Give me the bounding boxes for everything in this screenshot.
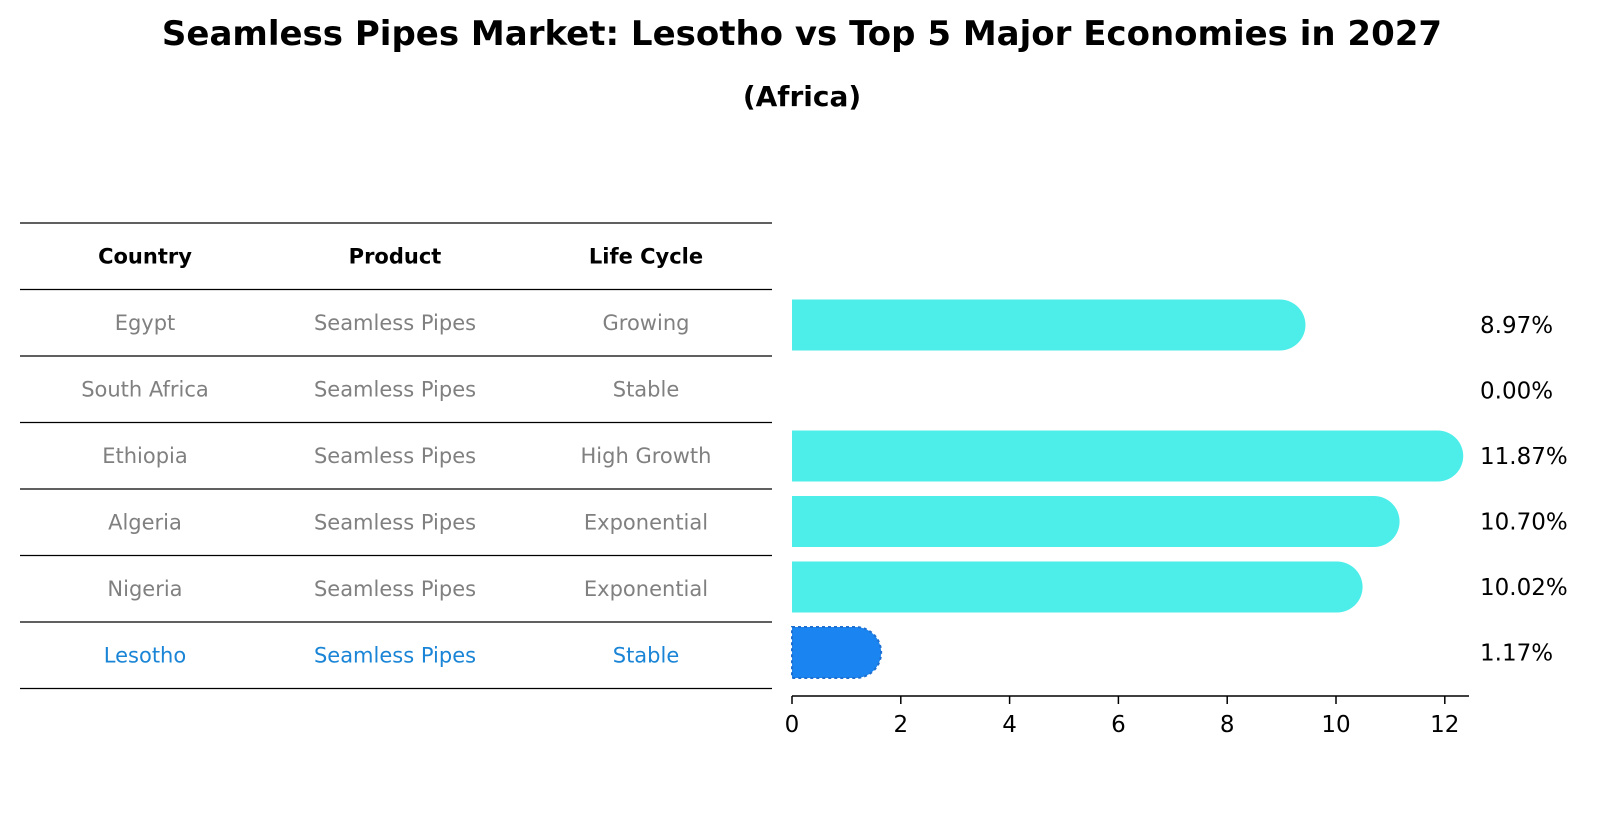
bar (792, 496, 1400, 547)
bar-outline (791, 626, 883, 679)
bar (792, 430, 1464, 482)
bar (792, 299, 1306, 351)
table-cell: Seamless Pipes (314, 377, 476, 401)
chart-subtitle: (Africa) (742, 80, 862, 113)
table-cell: Stable (613, 643, 680, 667)
table-cell: Seamless Pipes (314, 510, 476, 534)
table-cell: Nigeria (107, 577, 182, 601)
table-cell: High Growth (581, 444, 712, 468)
data-table: Country Product Life Cycle Egypt Seamless Pi… (20, 222, 772, 690)
table-cell: Algeria (108, 510, 182, 534)
table-cell: Seamless Pipes (314, 643, 476, 667)
table-cell: Ethiopia (102, 444, 188, 468)
table-cell: Growing (603, 311, 690, 335)
bar (792, 627, 882, 678)
table-cell: Stable (613, 377, 680, 401)
table-cell: South Africa (81, 377, 209, 401)
table-header-cell: Product (349, 244, 442, 268)
bar-value-label: 11.87% (1480, 444, 1568, 470)
x-tick-label: 10 (1321, 712, 1350, 738)
bar-value-label: 8.97% (1480, 313, 1553, 339)
table-cell: Lesotho (104, 643, 186, 667)
bar-value-label: 10.70% (1480, 510, 1568, 536)
x-tick-label: 6 (1111, 712, 1126, 738)
bar-plot: 8.97% 0.00% 11.87% 10.70% 10.02% 1.17% 0 2 4 6 8 10… (785, 299, 1568, 738)
table-cell: Exponential (584, 577, 708, 601)
x-tick-label: 8 (1220, 712, 1235, 738)
chart-title: Seamless Pipes Market: Lesotho vs Top 5 … (161, 14, 1443, 54)
bar-value-label: 10.02% (1480, 575, 1568, 601)
bar-value-label: 0.00% (1480, 379, 1553, 405)
table-cell: Seamless Pipes (314, 577, 476, 601)
x-tick-label: 2 (893, 712, 908, 738)
x-tick-label: 12 (1430, 712, 1459, 738)
table-cell: Seamless Pipes (314, 444, 476, 468)
table-cell: Egypt (115, 311, 176, 335)
bar (792, 561, 1363, 613)
table-cell: Seamless Pipes (314, 311, 476, 335)
table-header-cell: Life Cycle (589, 244, 703, 268)
table-header-cell: Country (98, 244, 192, 268)
x-tick-label: 0 (785, 712, 800, 738)
bar-value-label: 1.17% (1480, 641, 1553, 667)
table-cell: Exponential (584, 510, 708, 534)
x-tick-label: 4 (1002, 712, 1017, 738)
